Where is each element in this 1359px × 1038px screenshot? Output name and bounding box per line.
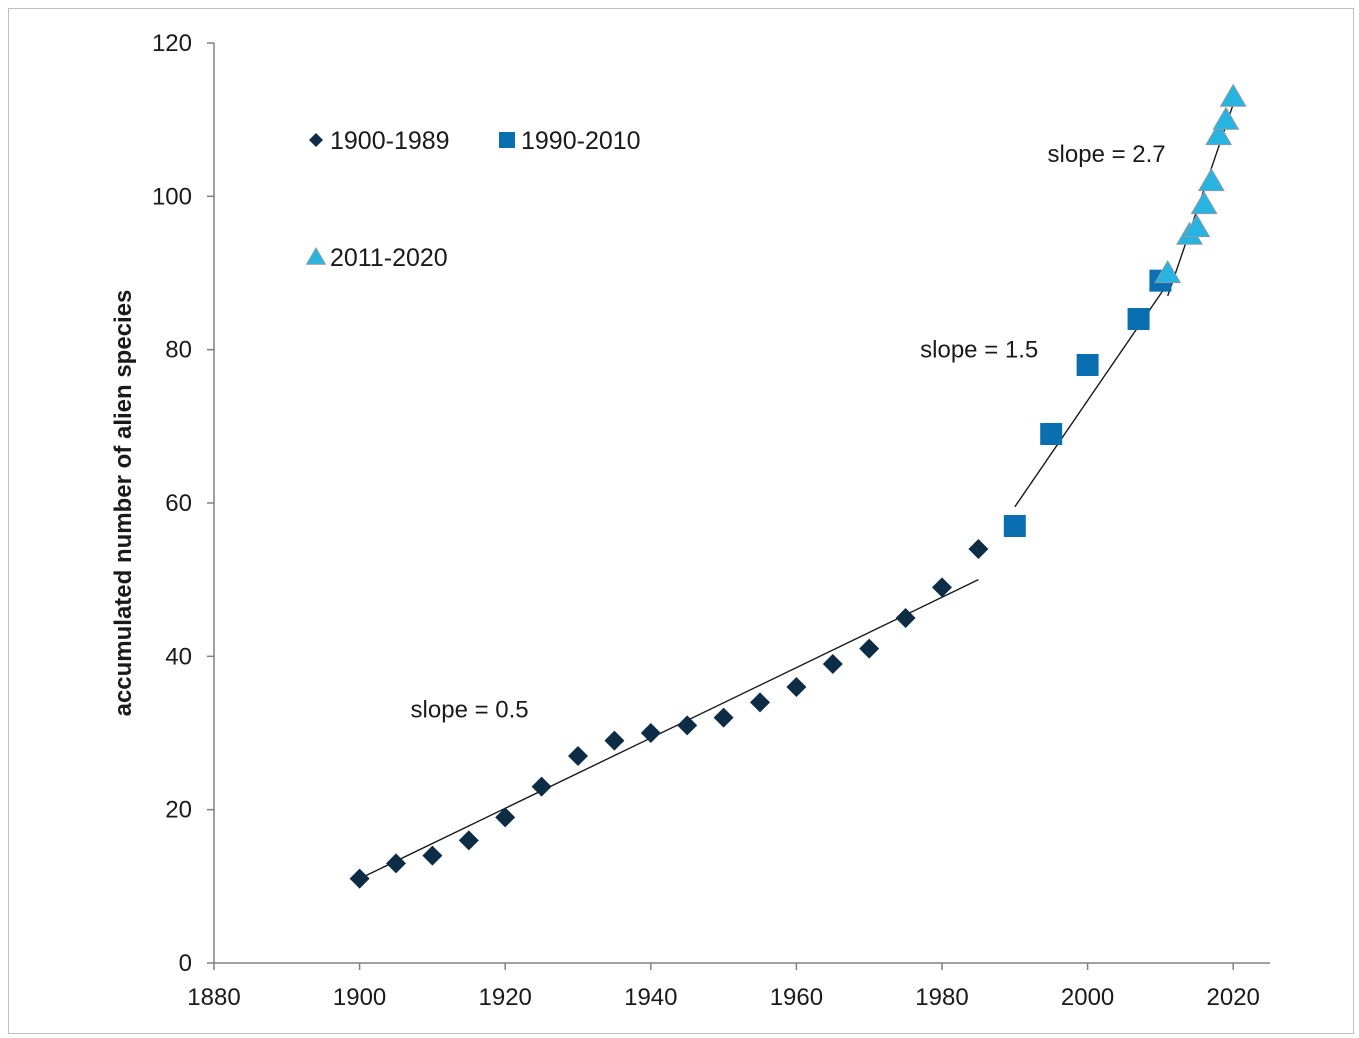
chart-frame (8, 8, 1354, 1034)
slope-annotation: slope = 1.5 (920, 336, 1038, 363)
data-point (1190, 191, 1218, 215)
data-point (713, 707, 734, 728)
y-tick-label: 120 (152, 30, 192, 57)
trendline (359, 579, 979, 880)
trendlines (359, 104, 1234, 880)
data-point (1197, 168, 1225, 192)
x-axis-ticks: 1880 1900 1920 1940 1960 1980 2000 2020 (187, 963, 1260, 1011)
data-point (750, 692, 770, 713)
series-1990-2010 (1003, 269, 1172, 537)
trendline (1014, 272, 1176, 508)
legend: 1900-1989 1990-2010 2011-2020 (305, 127, 641, 272)
x-tick-label: 1980 (915, 984, 968, 1011)
data-point (1183, 214, 1211, 238)
data-point (349, 868, 370, 889)
data-point (568, 746, 588, 766)
legend-marker (499, 132, 515, 148)
legend-label: 1990-2010 (521, 127, 641, 155)
slope-annotation: slope = 0.5 (411, 697, 529, 724)
x-tick-label: 1940 (624, 984, 677, 1011)
data-point (1127, 308, 1150, 330)
x-tick-label: 1900 (333, 984, 386, 1011)
data-point (859, 638, 880, 659)
y-axis-label: accumulated number of alien species (110, 290, 137, 717)
x-tick-label: 2000 (1061, 984, 1114, 1011)
data-point (604, 730, 625, 751)
y-tick-label: 20 (165, 797, 192, 824)
data-point (822, 654, 843, 674)
data-point (386, 853, 406, 874)
axes: 0 20 40 60 80 100 120 1880 1900 1920 1940 1960 1980… (152, 30, 1270, 1011)
x-tick-label: 1880 (187, 984, 240, 1011)
series-1900-1989 (349, 539, 989, 889)
y-tick-label: 100 (152, 183, 192, 210)
y-tick-label: 40 (165, 643, 192, 670)
data-point (422, 845, 443, 866)
legend-item: 1900-1989 (309, 127, 450, 155)
y-axis-ticks: 0 20 40 60 80 100 120 (152, 30, 214, 977)
data-point (1212, 106, 1240, 130)
series-2011-2020 (1154, 83, 1247, 284)
legend-marker (305, 247, 327, 265)
data-point (932, 577, 952, 598)
y-tick-label: 60 (165, 490, 192, 517)
data-point (640, 723, 661, 743)
x-tick-label: 2020 (1207, 984, 1260, 1011)
y-tick-label: 0 (179, 950, 192, 977)
data-point (1219, 83, 1247, 107)
legend-label: 1900-1989 (330, 127, 450, 155)
data-point (1205, 122, 1233, 146)
data-point (495, 807, 516, 828)
data-point (1076, 354, 1099, 376)
slope-annotation: slope = 2.7 (1048, 141, 1166, 168)
x-tick-label: 1960 (770, 984, 823, 1011)
legend-item: 2011-2020 (305, 244, 448, 272)
slope-annotations: slope = 0.5 slope = 1.5 slope = 2.7 (411, 141, 1166, 724)
data-point (895, 608, 916, 628)
data-point (786, 677, 807, 697)
x-tick-label: 1920 (479, 984, 532, 1011)
y-tick-label: 80 (165, 337, 192, 364)
data-point (968, 539, 989, 559)
data-point (1003, 515, 1026, 537)
data-point (1040, 423, 1063, 445)
legend-item: 1990-2010 (499, 127, 641, 155)
data-point (531, 776, 552, 797)
legend-marker (309, 133, 323, 147)
data-points (349, 83, 1247, 889)
data-point (458, 830, 479, 851)
data-point (1154, 260, 1182, 284)
legend-label: 2011-2020 (330, 244, 448, 272)
data-point (677, 715, 698, 736)
